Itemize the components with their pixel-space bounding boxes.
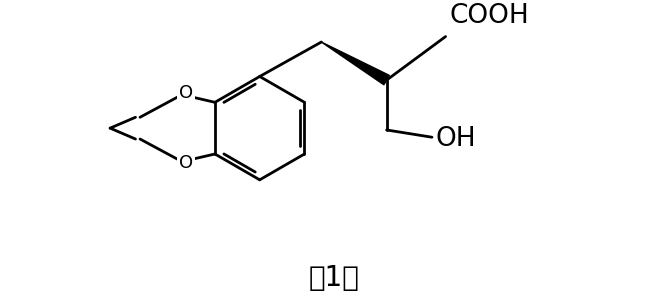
Text: O: O [179, 154, 193, 172]
Text: OH: OH [436, 126, 476, 152]
Text: COOH: COOH [449, 3, 529, 29]
Text: （1）: （1） [308, 264, 359, 292]
Polygon shape [321, 42, 389, 85]
Text: O: O [179, 84, 193, 102]
